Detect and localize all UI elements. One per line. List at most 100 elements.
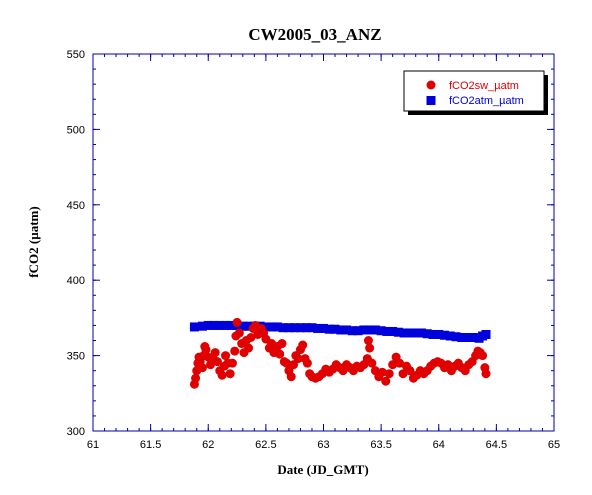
fco2atm-point <box>422 329 432 339</box>
fco2sw-point <box>212 357 222 367</box>
fco2atm-point <box>226 320 236 330</box>
fco2sw-point <box>405 366 415 376</box>
y-tick-label: 300 <box>67 426 85 438</box>
fco2atm-point <box>445 331 455 341</box>
legend-marker-fco2sw <box>426 80 436 90</box>
fco2atm-point <box>463 333 473 343</box>
x-tick-label: 62.5 <box>255 439 276 451</box>
fco2atm-point <box>416 328 426 338</box>
fco2sw-point <box>481 369 491 379</box>
fco2sw-point <box>282 358 292 368</box>
y-tick-label: 350 <box>67 351 85 363</box>
y-tick-label: 500 <box>67 124 85 136</box>
data-marks <box>189 317 491 389</box>
fco2sw-point <box>201 345 211 355</box>
fco2atm-point <box>457 333 467 343</box>
fco2atm-point <box>272 322 282 332</box>
fco2sw-point <box>363 336 373 346</box>
fco2sw-point <box>293 354 303 364</box>
fco2atm-point <box>261 322 271 332</box>
legend-label-fco2atm: fCO2atm_µatm <box>449 95 524 107</box>
fco2atm-point <box>382 326 392 336</box>
fco2sw-point <box>244 343 254 353</box>
fco2sw-point <box>221 351 231 361</box>
fco2sw-point <box>197 363 207 373</box>
fco2sw-point <box>286 372 296 382</box>
fco2atm-point <box>319 323 328 333</box>
fco2atm-point <box>267 322 277 332</box>
fco2atm-point <box>330 324 340 334</box>
y-axis-label: fCO2 (µatm) <box>26 206 41 277</box>
fco2atm-point <box>203 320 213 330</box>
fco2atm-point <box>295 323 305 333</box>
x-tick-label: 63 <box>317 439 329 451</box>
fco2atm-point <box>370 325 380 335</box>
fco2sw-point <box>377 367 387 377</box>
fco2atm-point <box>301 323 311 333</box>
fco2sw-point <box>277 339 287 349</box>
fco2atm-point <box>393 327 403 337</box>
fco2sw-point <box>398 369 408 379</box>
fco2atm-point <box>468 333 478 343</box>
fco2sw-point <box>395 358 405 368</box>
fco2atm-point <box>434 329 444 339</box>
x-tick-label: 65 <box>548 439 560 451</box>
fco2sw-point <box>367 358 377 368</box>
fco2atm-point <box>440 330 450 340</box>
fco2atm-point <box>365 325 375 335</box>
x-axis-label: Date (JD_GMT) <box>277 462 368 477</box>
fco2atm-point <box>290 323 300 333</box>
fco2atm-point <box>324 324 334 334</box>
x-tick-label: 64.5 <box>486 439 507 451</box>
fco2atm-point <box>428 329 438 339</box>
fco2sw-point <box>388 360 398 370</box>
y-tick-label: 450 <box>67 200 85 212</box>
fco2atm-point <box>411 328 421 338</box>
fco2atm-point <box>347 326 357 336</box>
fco2atm-point <box>244 321 254 331</box>
fco2atm-point <box>342 325 352 335</box>
fco2atm-point <box>353 326 363 336</box>
fco2sw-point <box>478 351 488 361</box>
fco2sw-point <box>275 349 285 359</box>
fco2atm-point <box>405 328 415 338</box>
x-tick-label: 62 <box>202 439 214 451</box>
fco2atm-point <box>197 321 207 331</box>
chart-title: CW2005_03_ANZ <box>248 25 381 44</box>
fco2sw-point <box>232 317 242 327</box>
fco2sw-point <box>384 369 394 379</box>
fco2atm-point <box>451 332 461 342</box>
y-tick-label: 400 <box>67 275 85 287</box>
plot-frame <box>92 53 555 432</box>
fco2atm-point <box>388 326 398 336</box>
fco2atm-point <box>399 328 409 338</box>
y-tick-label: 550 <box>67 49 85 61</box>
fco2sw-point <box>381 376 391 386</box>
legend-marker-fco2atm <box>426 96 436 105</box>
fco2atm-point <box>313 323 323 333</box>
fco2atm-point <box>209 320 219 330</box>
legend: fCO2sw_µatm fCO2atm_µatm <box>403 70 548 115</box>
x-tick-label: 64 <box>433 439 445 451</box>
fco2atm-point <box>215 320 225 330</box>
fco2atm-point <box>189 322 199 332</box>
fco2atm-point <box>481 329 491 339</box>
x-tick-label: 61.5 <box>140 439 161 451</box>
axes: 61 61.5 62 62.5 63 63.5 64 64.5 65 300 350 400 450 50… <box>67 49 560 451</box>
fco2atm-point <box>284 323 294 333</box>
fco2atm-point <box>376 326 386 336</box>
fco2sw-point <box>225 369 235 379</box>
x-tick-label: 63.5 <box>370 439 391 451</box>
fco2atm-point <box>221 320 231 330</box>
fco2sw-point <box>302 358 312 368</box>
fco2sw-point <box>191 373 201 383</box>
fco2sw-point <box>230 346 240 356</box>
fco2sw-point <box>365 343 375 353</box>
fco2atm-point <box>307 323 317 333</box>
fco2sw-point <box>234 328 244 338</box>
fco2atm-point <box>336 325 346 335</box>
fco2atm-point <box>278 323 288 333</box>
fco2sw-point <box>210 348 220 358</box>
fco2sw-point <box>217 370 227 380</box>
